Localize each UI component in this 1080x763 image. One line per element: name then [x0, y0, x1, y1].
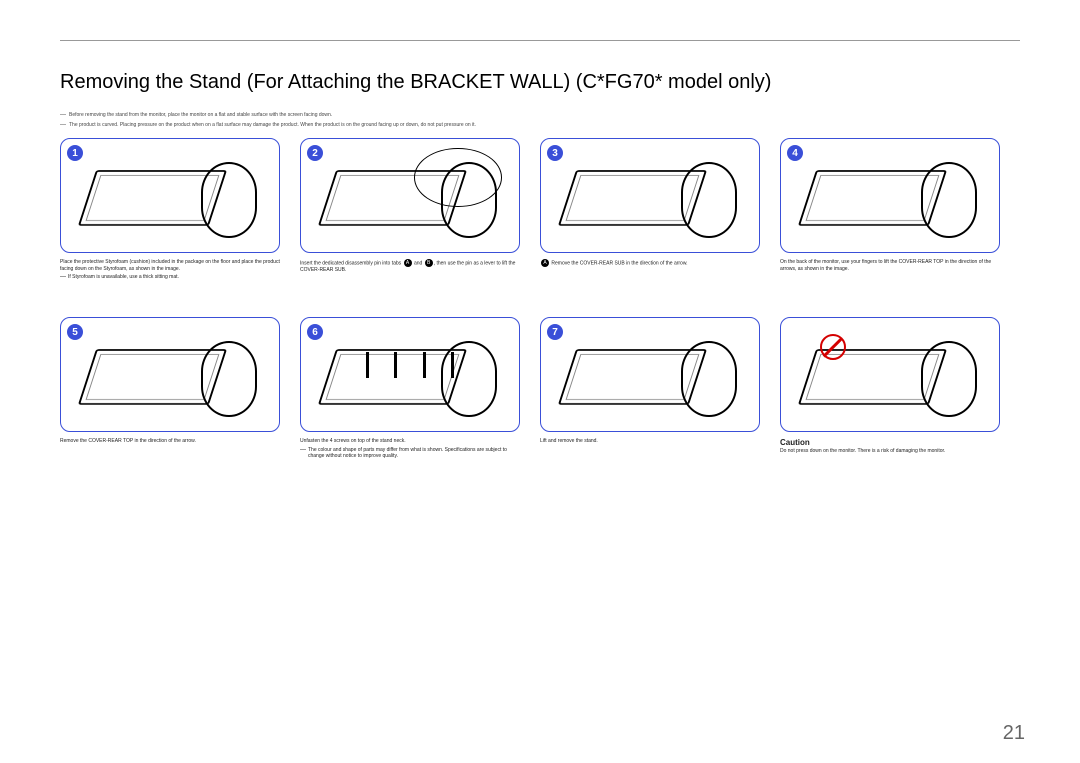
step-badge: 5	[67, 324, 83, 340]
caption-5: Remove the COVER-REAR TOP in the directi…	[60, 438, 280, 490]
label-a-dot: A	[404, 259, 412, 267]
illustration-7: 7	[540, 317, 760, 432]
panel-6: 6 Unfasten the 4 screws on top of the st…	[300, 317, 520, 490]
illustration-caution	[780, 317, 1000, 432]
step-badge: 1	[67, 145, 83, 161]
panel-caution: Caution Do not press down on the monitor…	[780, 317, 1000, 490]
illustration-6: 6	[300, 317, 520, 432]
illustration-4: 4	[780, 138, 1000, 253]
caption-caution: Caution Do not press down on the monitor…	[780, 438, 1000, 490]
caption-7: Lift and remove the stand.	[540, 438, 760, 490]
step-badge: 6	[307, 324, 323, 340]
illustration-2: 2	[300, 138, 520, 253]
divider	[60, 40, 1020, 41]
panel-5: 5 Remove the COVER-REAR TOP in the direc…	[60, 317, 280, 490]
step-badge: 2	[307, 145, 323, 161]
panel-3: 3 A Remove the COVER-REAR SUB in the dir…	[540, 138, 760, 311]
top-note-2: The product is curved. Placing pressure …	[60, 122, 1020, 128]
caption-3: A Remove the COVER-REAR SUB in the direc…	[540, 259, 760, 311]
panel-1: 1 Place the protective Styrofoam (cushio…	[60, 138, 280, 311]
panel-2: 2 Insert the dedicated disassembly pin i…	[300, 138, 520, 311]
page-number: 21	[1003, 722, 1025, 745]
label-a-dot: A	[541, 259, 549, 267]
label-b-dot: B	[425, 259, 433, 267]
caption-2: Insert the dedicated disassembly pin int…	[300, 259, 520, 311]
instruction-grid: 1 Place the protective Styrofoam (cushio…	[60, 138, 1020, 490]
step-badge: 3	[547, 145, 563, 161]
illustration-5: 5	[60, 317, 280, 432]
prohibit-icon	[820, 334, 846, 360]
caption-1: Place the protective Styrofoam (cushion)…	[60, 259, 280, 311]
illustration-3: 3	[540, 138, 760, 253]
panel-7: 7 Lift and remove the stand.	[540, 317, 760, 490]
caption-6: Unfasten the 4 screws on top of the stan…	[300, 438, 520, 490]
caption-4: On the back of the monitor, use your fin…	[780, 259, 1000, 311]
panel-4: 4 On the back of the monitor, use your f…	[780, 138, 1000, 311]
top-note-1: Before removing the stand from the monit…	[60, 112, 1020, 118]
step-badge: 7	[547, 324, 563, 340]
step-badge: 4	[787, 145, 803, 161]
page-heading: Removing the Stand (For Attaching the BR…	[60, 71, 1020, 94]
illustration-1: 1	[60, 138, 280, 253]
